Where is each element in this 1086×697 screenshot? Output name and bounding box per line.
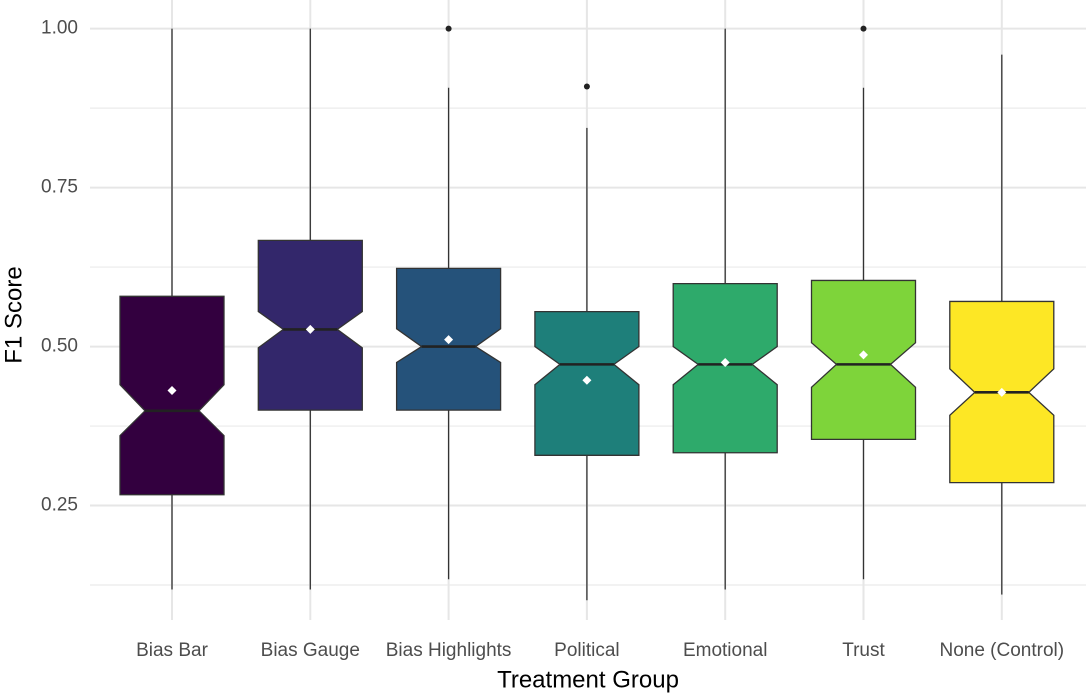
x-tick-label: Bias Bar — [136, 640, 208, 661]
mean-marker — [997, 387, 1007, 397]
box — [119, 295, 225, 496]
y-axis-title: F1 Score — [0, 266, 27, 363]
x-tick-label: Emotional — [683, 640, 768, 661]
mean-marker — [720, 357, 730, 367]
mean-marker — [859, 350, 868, 360]
outlier — [583, 83, 590, 90]
mean-marker — [305, 324, 315, 334]
box — [672, 282, 778, 454]
mean-marker — [444, 335, 454, 345]
box — [810, 279, 917, 441]
mean-marker — [582, 375, 592, 385]
x-tick-label: Bias Gauge — [261, 640, 360, 661]
outlier — [860, 25, 867, 32]
outlier — [445, 25, 452, 32]
x-axis-title: Treatment Group — [497, 666, 679, 693]
y-tick-label: 0.75 — [41, 177, 78, 198]
mean-marker — [167, 385, 177, 395]
y-tick-label: 0.25 — [41, 495, 78, 516]
x-tick-label: Bias Highlights — [386, 640, 512, 661]
x-tick-label: Trust — [842, 640, 885, 661]
x-tick-label: Political — [554, 640, 619, 661]
y-tick-label: 1.00 — [41, 18, 78, 39]
x-tick-label: None (Control) — [939, 640, 1064, 661]
y-tick-label: 0.50 — [41, 336, 78, 357]
